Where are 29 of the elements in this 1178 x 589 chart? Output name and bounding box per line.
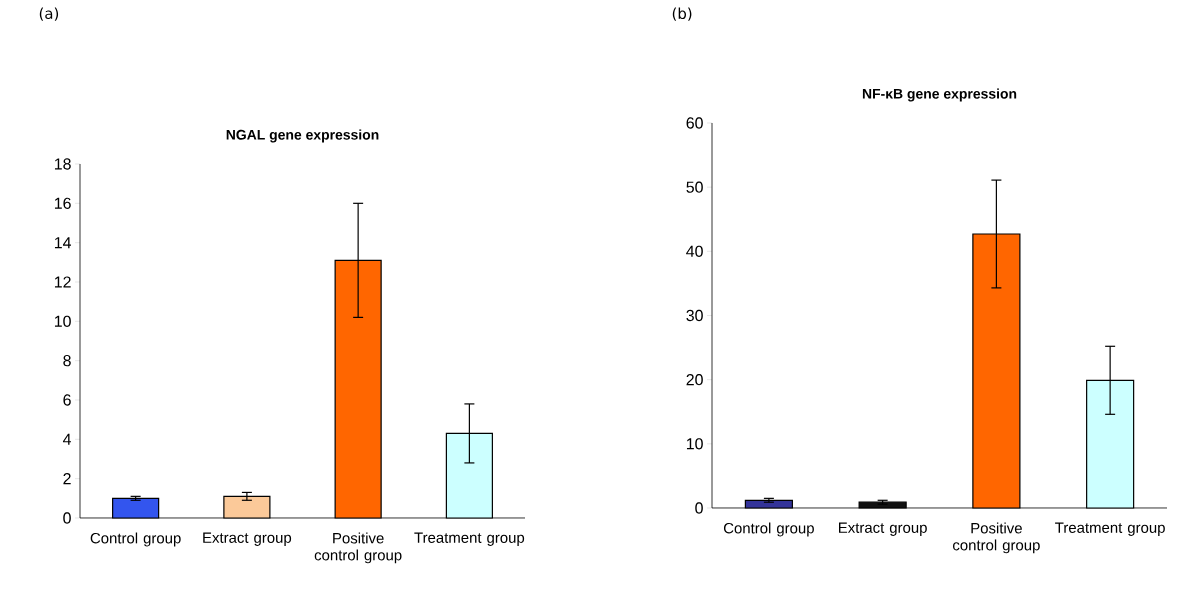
y-tick-label: 0 xyxy=(695,502,703,514)
x-tick-label: Treatment group xyxy=(414,532,525,546)
y-tick-label: 30 xyxy=(686,309,703,322)
x-tick-label: Positive control group xyxy=(314,532,402,564)
y-tick-label: 60 xyxy=(686,117,703,129)
y-tick-label: 8 xyxy=(63,355,71,367)
y-tick-label: 16 xyxy=(54,197,71,209)
text: (a) xyxy=(39,7,59,21)
x-tick-label: Treatment group xyxy=(1055,522,1165,536)
y-tick-label: 40 xyxy=(686,245,703,257)
y-tick-label: 2 xyxy=(63,473,71,485)
y-tick-label: 18 xyxy=(54,158,71,170)
x-tick-label: Extract group xyxy=(203,532,292,546)
text: (b) xyxy=(672,7,692,21)
y-tick-label: 20 xyxy=(686,374,703,386)
y-tick-label: 12 xyxy=(54,276,71,288)
x-tick-label: Control group xyxy=(90,532,181,547)
x-tick-label: Control group xyxy=(723,522,814,537)
x-tick-label: Positive control group xyxy=(953,522,1040,554)
y-tick-label: 14 xyxy=(54,237,72,249)
y-tick-label: 50 xyxy=(686,181,703,193)
y-tick-label: 0 xyxy=(63,512,71,524)
y-tick-label: 4 xyxy=(62,433,72,445)
x-tick-label: Extract group xyxy=(839,522,927,536)
chart-title: NF-κB gene expression xyxy=(862,88,1017,102)
y-tick-label: 10 xyxy=(686,438,703,450)
y-tick-label: 6 xyxy=(63,394,71,406)
y-tick-label: 10 xyxy=(54,315,71,327)
chart-title: NGAL gene expression xyxy=(226,129,379,143)
